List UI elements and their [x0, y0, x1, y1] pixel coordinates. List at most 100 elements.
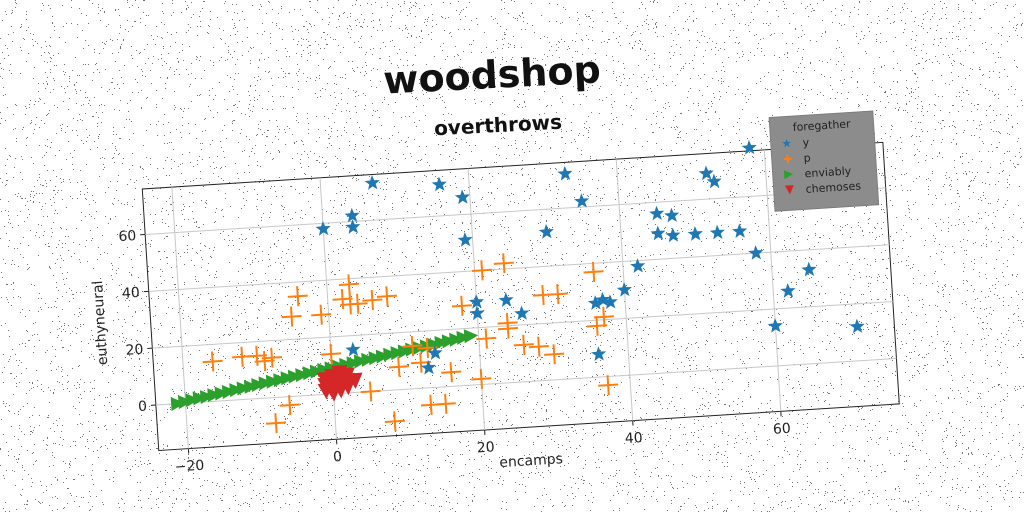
- point-enviably: [214, 386, 230, 401]
- point-enviably: [397, 344, 413, 359]
- point-p: [598, 375, 619, 396]
- chart-subtitle: overthrows: [433, 110, 562, 141]
- y-grid-line: [148, 244, 890, 292]
- point-p: [493, 253, 514, 274]
- point-enviably: [302, 366, 317, 381]
- y-tick-label: 20: [125, 342, 144, 359]
- point-p: [338, 274, 360, 295]
- point-y: [595, 291, 611, 307]
- point-y: [780, 283, 796, 298]
- point-y: [454, 189, 470, 205]
- point-y: [315, 221, 331, 236]
- point-p: [311, 304, 332, 325]
- series-chemoses: [316, 364, 363, 402]
- point-enviably: [273, 373, 288, 388]
- point-chemoses: [338, 367, 355, 384]
- point-p: [451, 295, 472, 316]
- legend-label-p: p: [803, 151, 811, 164]
- point-y: [698, 165, 714, 181]
- y-axis-label: euthyneural: [90, 280, 111, 366]
- point-y: [767, 318, 783, 333]
- point-p: [362, 290, 383, 311]
- point-enviably: [309, 364, 325, 379]
- point-enviably: [456, 330, 471, 345]
- point-enviably: [463, 329, 479, 344]
- point-y: [748, 245, 764, 260]
- point-enviably: [177, 395, 193, 410]
- point-y: [538, 224, 554, 239]
- point-y: [364, 175, 380, 190]
- x-tick-label: 60: [773, 421, 792, 438]
- point-p: [593, 306, 614, 327]
- x-grid-line: [171, 187, 189, 449]
- x-grid-line: [763, 149, 782, 412]
- point-enviably: [375, 349, 391, 364]
- point-p: [471, 368, 492, 389]
- point-enviably: [236, 381, 252, 396]
- legend-label-enviably: enviably: [804, 164, 852, 180]
- point-y: [664, 207, 680, 223]
- legend-marker-y: [782, 138, 791, 148]
- point-y: [431, 176, 447, 192]
- point-y: [345, 341, 361, 357]
- point-y: [344, 207, 360, 223]
- legend-box: [768, 110, 880, 212]
- point-enviably: [265, 374, 281, 389]
- point-p: [497, 312, 518, 333]
- point-enviably: [207, 388, 222, 403]
- legend-marker-p: [783, 154, 792, 163]
- point-enviably: [170, 397, 186, 412]
- legend-label-y: y: [802, 136, 810, 149]
- point-p: [281, 306, 302, 327]
- point-enviably: [383, 347, 398, 362]
- point-chemoses: [325, 385, 342, 402]
- point-y: [468, 294, 484, 309]
- point-p: [287, 286, 308, 307]
- point-y: [514, 305, 530, 321]
- point-p: [347, 293, 368, 314]
- point-p: [202, 351, 223, 372]
- plot-area: −20 0 20 40 60 0 20 40 60 encamps euthyneural fo…: [90, 110, 900, 475]
- legend-label-chemoses: chemoses: [805, 179, 861, 195]
- point-y: [630, 258, 646, 274]
- point-y: [345, 219, 361, 234]
- point-enviably: [192, 391, 208, 406]
- chart-title: woodshop: [382, 47, 602, 102]
- point-y: [731, 223, 748, 239]
- point-p: [376, 286, 398, 307]
- point-p: [471, 260, 493, 281]
- point-enviably: [280, 371, 295, 386]
- point-y: [602, 294, 618, 310]
- point-enviably: [353, 354, 369, 369]
- x-tick-label: 20: [476, 439, 495, 456]
- point-y: [649, 205, 665, 221]
- point-y: [427, 345, 443, 360]
- legend-marker-chemoses: [784, 185, 794, 195]
- y-tick-label: 60: [118, 228, 137, 245]
- point-y: [665, 227, 681, 243]
- point-enviably: [346, 356, 361, 371]
- series-y: [315, 140, 865, 375]
- y-tick-label: 40: [122, 285, 141, 302]
- point-y: [557, 165, 573, 181]
- point-enviably: [258, 376, 274, 391]
- point-p: [583, 261, 604, 282]
- point-enviably: [251, 378, 266, 392]
- point-enviably: [441, 334, 457, 349]
- point-enviably: [361, 352, 376, 367]
- point-p: [279, 395, 300, 416]
- point-p: [254, 351, 275, 372]
- x-tick-label: 40: [624, 430, 643, 447]
- point-enviably: [295, 368, 310, 383]
- point-enviably: [243, 379, 259, 394]
- point-p: [321, 343, 342, 365]
- x-axis-label: encamps: [499, 451, 563, 471]
- point-p: [265, 413, 287, 434]
- point-y: [709, 224, 725, 240]
- legend-marker-enviably: [783, 170, 794, 180]
- point-enviably: [287, 369, 303, 384]
- point-y: [616, 281, 632, 297]
- plot-frame: [141, 141, 900, 452]
